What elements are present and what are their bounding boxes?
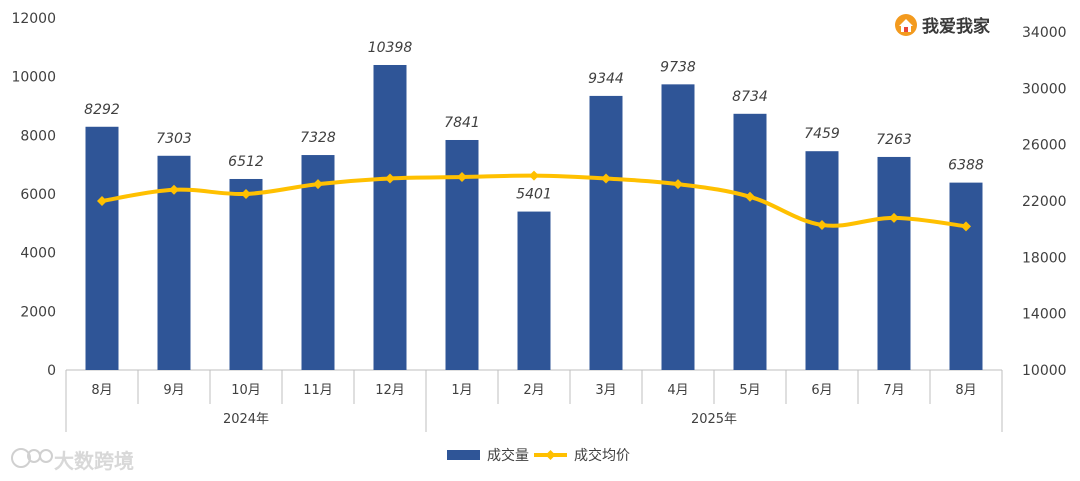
bar	[301, 155, 335, 370]
line-series	[97, 170, 971, 232]
legend-label: 成交量	[487, 447, 529, 464]
x-axis-category-label: 5月	[739, 383, 760, 398]
left-axis-tick-label: 4000	[20, 246, 56, 262]
left-y-axis: 0 2000 4000 6000 8000 10000 12000	[11, 11, 56, 379]
right-axis-tick-label: 30000	[1022, 81, 1067, 97]
legend-label: 成交均价	[574, 447, 630, 464]
x-axis-category-label: 7月	[883, 383, 904, 398]
line-point-marker	[961, 221, 971, 232]
x-axis-category-label: 1月	[451, 383, 472, 398]
bar	[85, 126, 119, 370]
bar-data-label: 7303	[156, 131, 192, 147]
right-axis-tick-label: 14000	[1022, 307, 1067, 323]
bar-data-label: 7841	[444, 115, 480, 131]
line-point-marker	[529, 170, 539, 181]
bar	[661, 84, 695, 371]
left-axis-tick-label: 6000	[20, 187, 56, 203]
right-axis-tick-label: 26000	[1022, 138, 1067, 154]
bar-data-label: 9738	[660, 59, 696, 75]
line-point-marker	[601, 173, 611, 184]
brand-logo: 我爱我家	[895, 14, 990, 37]
bar	[733, 113, 767, 370]
line-point-marker	[241, 188, 251, 199]
x-axis-category-label: 11月	[303, 383, 333, 398]
right-axis-tick-label: 10000	[1022, 363, 1067, 379]
right-axis-tick-label: 18000	[1022, 250, 1067, 266]
bar	[949, 182, 983, 370]
bar	[517, 211, 551, 370]
brand-name: 我爱我家	[922, 16, 990, 37]
bar-data-label: 8292	[84, 102, 120, 118]
line-point-marker	[169, 184, 179, 195]
x-axis-category-label: 8月	[91, 383, 112, 398]
left-axis-tick-label: 2000	[20, 304, 56, 320]
line-point-marker	[745, 191, 755, 202]
bar-data-label: 6388	[948, 158, 984, 174]
line-point-marker	[889, 212, 899, 223]
right-axis-tick-label: 22000	[1022, 194, 1067, 210]
bar-data-label: 5401	[516, 187, 552, 203]
legend-line-marker	[545, 450, 556, 460]
bar	[589, 95, 623, 370]
bar-data-label: 7263	[876, 132, 912, 148]
bar	[805, 151, 839, 370]
left-axis-tick-label: 12000	[11, 11, 56, 27]
watermark: 大数跨境	[10, 448, 134, 473]
watermark-text: 大数跨境	[54, 449, 134, 473]
x-axis-category-label: 10月	[231, 383, 261, 398]
x-axis-group-label: 2025年	[691, 412, 737, 427]
line-point-marker	[97, 196, 107, 206]
bubble-logo-icon	[10, 448, 53, 468]
left-axis-tick-label: 0	[47, 363, 56, 379]
line-point-marker	[385, 173, 395, 184]
x-axis-group-label: 2024年	[223, 412, 269, 427]
bar-data-label: 10398	[368, 40, 413, 56]
line-point-marker	[313, 179, 323, 190]
x-axis-category-label: 3月	[595, 383, 616, 398]
bar	[877, 156, 911, 370]
house-logo-icon	[895, 14, 917, 36]
bar	[229, 178, 263, 370]
x-axis-category-label: 6月	[811, 383, 832, 398]
x-axis-category-label: 2月	[523, 383, 544, 398]
right-y-axis: 10000 14000 18000 22000 26000 30000 34000	[1022, 25, 1067, 379]
left-axis-tick-label: 8000	[20, 128, 56, 144]
bar-data-labels: 8292 7303 6512 7328 10398 7841 5401 9344 9738 873…	[84, 40, 984, 203]
legend: 成交量 成交均价	[447, 447, 630, 464]
x-axis-category-label: 9月	[163, 383, 184, 398]
line-point-marker	[673, 179, 683, 190]
line-point-marker	[817, 219, 827, 230]
bar-data-label: 7328	[300, 130, 336, 146]
bar	[373, 64, 407, 370]
legend-bar-swatch	[447, 450, 480, 460]
bar-data-label: 6512	[228, 154, 264, 170]
x-axis-category-label: 8月	[955, 383, 976, 398]
line-point-marker	[457, 172, 467, 183]
x-axis-category-label: 4月	[667, 383, 688, 398]
x-axis-category-label: 12月	[375, 383, 405, 398]
bar-data-label: 9344	[588, 71, 624, 87]
x-axis: 8月 9月 10月 11月 12月 1月 2月 3月 4月 5月 6月 7月 8月 2024年 2025年	[65, 369, 1003, 432]
left-axis-tick-label: 10000	[11, 70, 56, 86]
bar-data-label: 8734	[732, 89, 768, 105]
bar-series	[85, 64, 983, 371]
right-axis-tick-label: 34000	[1022, 25, 1067, 41]
bar-data-label: 7459	[804, 126, 840, 142]
